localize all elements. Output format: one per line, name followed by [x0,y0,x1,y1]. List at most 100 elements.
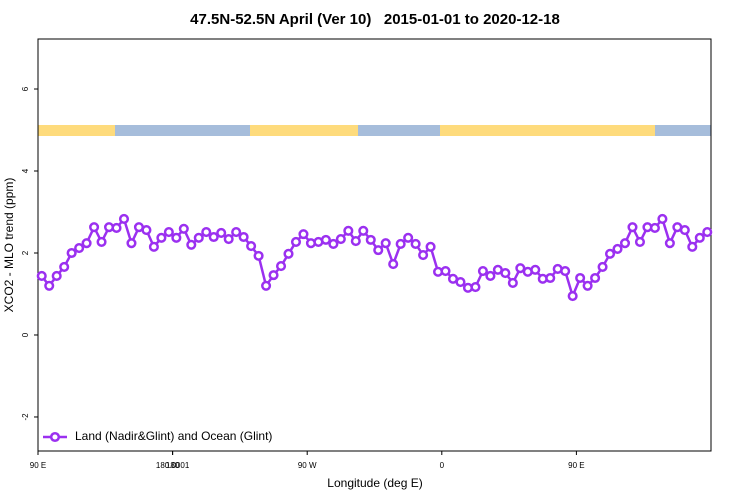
point [365,234,376,245]
point [612,243,623,254]
point [186,239,197,250]
point [410,238,421,250]
point [96,236,107,247]
point [619,238,631,249]
point [702,227,713,238]
point [567,290,578,302]
point [485,270,496,282]
point [126,238,137,249]
point [418,249,429,261]
legend-label: Land (Nadir&Glint) and Ocean (Glint) [75,429,272,443]
y-tick-label: 6 [21,86,30,91]
chart-title: 47.5N-52.5N April (Ver 10) 2015-01-01 to… [190,11,560,28]
point [350,236,361,247]
point [597,261,608,272]
point [500,268,511,279]
point [335,234,346,245]
point [81,238,92,249]
point [507,277,518,288]
point [283,248,294,259]
point [298,229,309,240]
point [253,250,264,261]
point [238,231,249,243]
point [44,280,55,291]
point [380,238,391,249]
point [223,234,234,245]
land-band [440,125,655,136]
point [657,213,668,225]
point [582,280,593,291]
point [530,264,541,275]
point [320,234,331,245]
point [477,265,488,277]
point [590,272,601,284]
point [545,272,556,284]
point [51,270,62,282]
point [373,245,384,256]
point [664,238,675,249]
point [627,222,638,233]
point [687,241,698,252]
point [231,227,242,238]
ocean-band [655,125,711,136]
point [403,232,414,243]
x-tick-label: 90 E [568,461,584,470]
legend-marker [49,431,61,443]
point [395,238,406,250]
point [216,227,227,238]
point [440,265,451,277]
point [268,270,279,281]
point [358,225,369,236]
point [515,263,526,274]
point [261,280,272,291]
point [208,231,219,243]
point [201,227,212,238]
x-axis-label: Longitude (deg E) [327,476,422,490]
point [74,243,85,254]
point [89,222,100,233]
y-tick-label: 2 [21,250,30,255]
point [679,224,690,236]
ocean-band [115,125,250,136]
point [36,270,47,282]
point [156,232,167,243]
point [634,236,646,247]
y-axis-label: XCO2 - MLO trend (ppm) [2,178,16,313]
x-tick-label: 180.0001 [156,461,190,470]
point [575,272,586,284]
point [290,236,302,247]
point [425,241,436,252]
point [246,240,257,252]
point [111,222,122,234]
point [66,247,77,259]
y-tick-label: 0 [21,332,30,337]
point [275,261,287,272]
x-tick-label: 90 E [30,461,46,470]
point [171,232,182,243]
point [560,265,571,277]
land-band [38,125,115,136]
point [178,223,189,234]
point [193,232,204,243]
land-ocean-band [38,125,711,136]
point [605,248,616,259]
point [328,238,339,250]
x-tick-label: 0 [440,461,445,470]
point [148,241,159,252]
point [163,227,174,238]
point [649,222,660,234]
point [388,259,399,270]
plot-frame [37,38,712,452]
point [141,224,152,236]
y-tick-label: -2 [21,413,30,421]
land-band [250,125,358,136]
x-tick-label: 180 [166,461,180,470]
x-tick-label: 90 W [298,461,317,470]
point [118,213,130,225]
ocean-band [358,125,440,136]
point [343,225,354,236]
point [59,261,70,272]
point [470,281,481,293]
point [694,232,705,243]
